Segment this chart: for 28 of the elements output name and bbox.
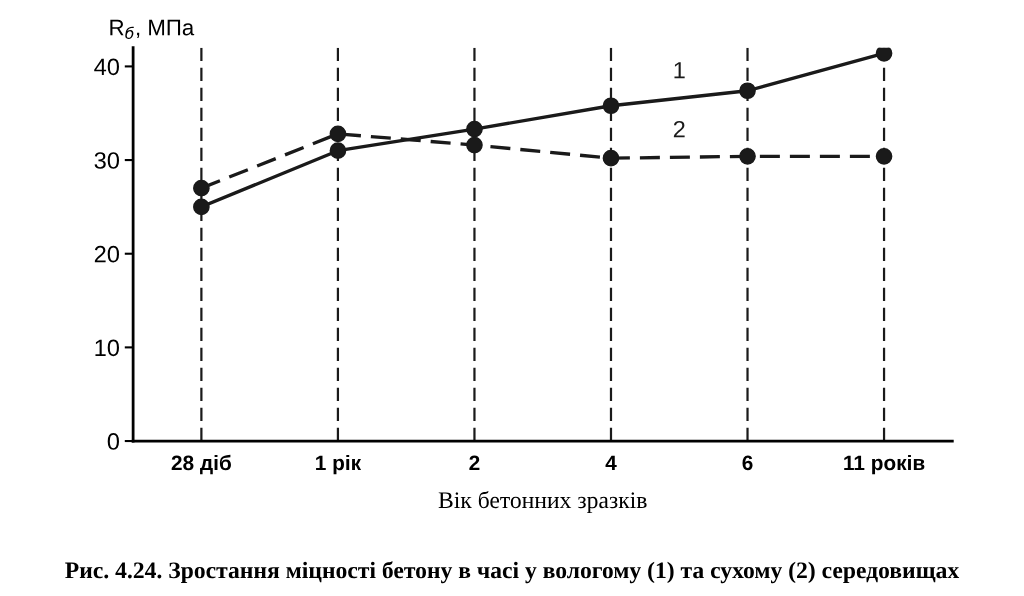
x-tick-label: 6 xyxy=(742,455,753,471)
point xyxy=(466,136,483,154)
point xyxy=(193,179,210,197)
x-tick-label: 11 років xyxy=(844,454,925,475)
y-tick-label: 20 xyxy=(94,245,119,263)
y-tick-label: 30 xyxy=(94,152,119,169)
text: Рис. 4.24. Зростання міцності бетону в часі у вологому (1) та сухому (2) середовищах xyxy=(65,561,960,584)
x-tick-label: 4 xyxy=(605,455,617,471)
series-label: 1 xyxy=(674,62,685,79)
x-tick-label: 2 xyxy=(469,455,480,471)
x-tick-label: 28 діб xyxy=(171,454,231,475)
point xyxy=(739,82,756,100)
point xyxy=(193,198,210,216)
point xyxy=(602,149,620,167)
point xyxy=(329,142,347,160)
x-tick-label: 1 рік xyxy=(316,454,362,475)
point xyxy=(875,47,893,62)
series-label: 2 xyxy=(673,120,685,138)
point xyxy=(329,125,347,143)
point xyxy=(466,120,483,138)
point xyxy=(739,147,756,165)
point xyxy=(602,97,620,115)
y-tick-label: 40 xyxy=(94,58,119,76)
y-axis-title: R$_{б}$, МПа xyxy=(110,19,195,40)
y-tick-label: 10 xyxy=(95,339,119,357)
x-axis-title: Вік бетонних зразків xyxy=(438,491,647,513)
point xyxy=(875,147,893,165)
y-tick-label: 0 xyxy=(107,433,119,450)
